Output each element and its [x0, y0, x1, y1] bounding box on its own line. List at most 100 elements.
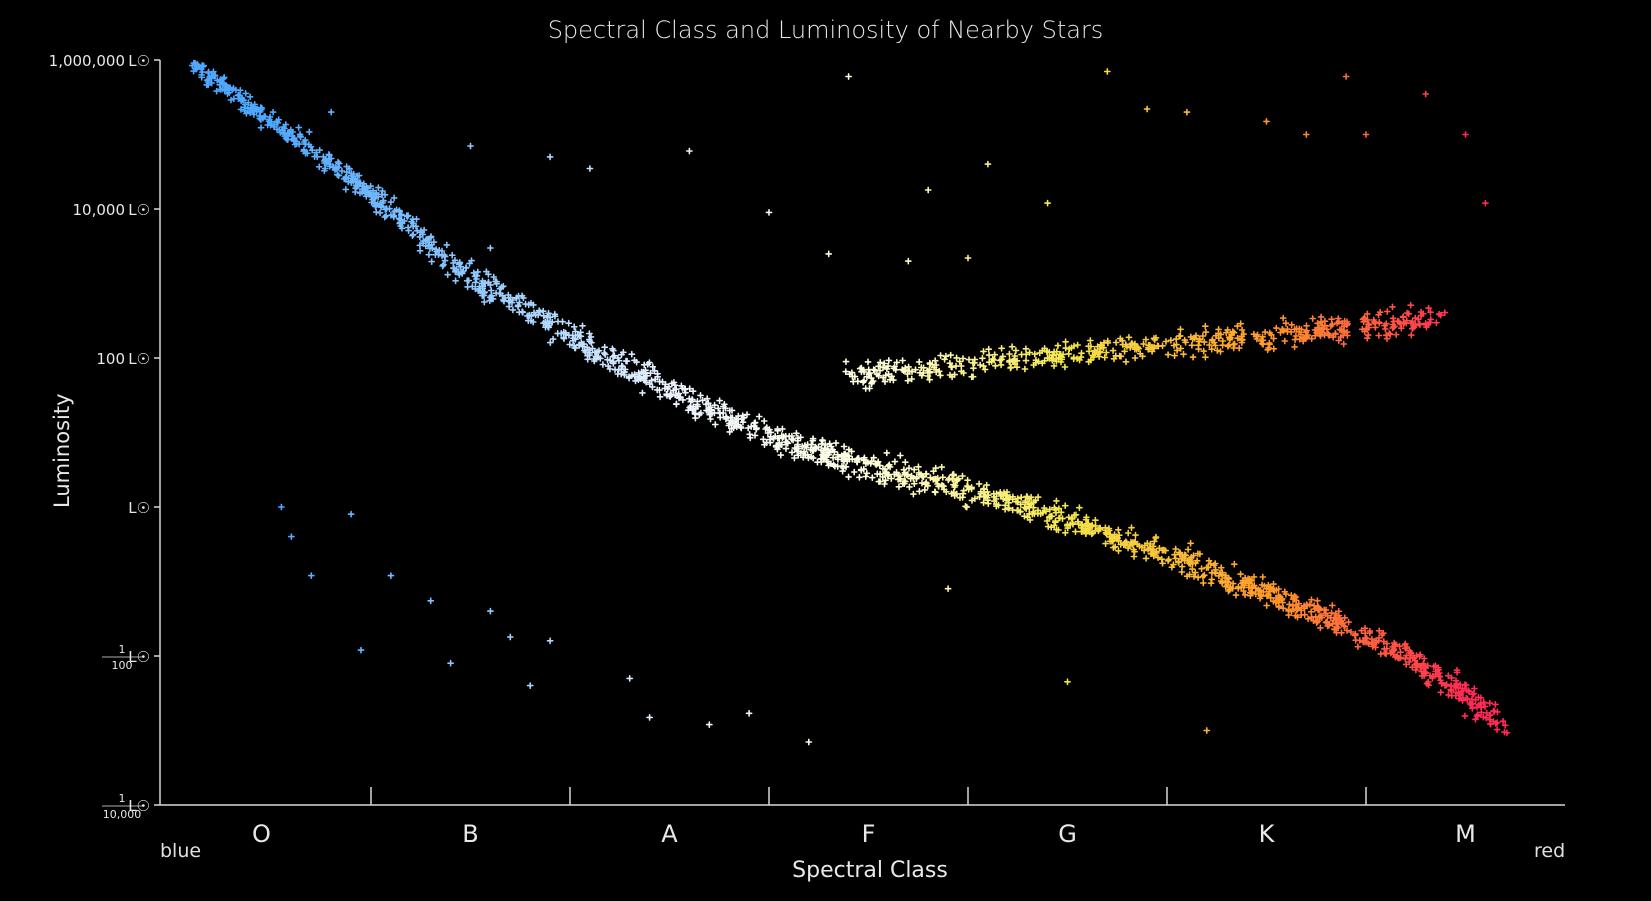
star-giant: [1291, 343, 1298, 351]
star-glyph: [1230, 560, 1238, 568]
star-glyph: [1086, 337, 1094, 344]
y-tick-value: 100: [96, 350, 125, 368]
star-glyph: [697, 391, 704, 399]
star-giant: [1131, 354, 1139, 362]
star-main-sequence: [1282, 590, 1290, 598]
star-glyph: [466, 259, 474, 267]
star-supergiant: [686, 147, 693, 155]
star-main-sequence: [863, 469, 871, 477]
star-glyph: [669, 387, 677, 395]
star-main-sequence: [269, 108, 277, 116]
star-giant: [1122, 358, 1130, 366]
star-glyph: [899, 357, 906, 364]
star-glyph: [1309, 315, 1317, 322]
star-main-sequence: [879, 473, 887, 481]
star-giant: [1364, 331, 1372, 339]
star-main-sequence: [939, 473, 947, 481]
star-glyph: [1443, 681, 1451, 688]
star-main-sequence: [1043, 517, 1051, 525]
star-main-sequence: [777, 451, 785, 459]
star-glyph: [850, 468, 858, 476]
star-glyph: [1340, 340, 1348, 348]
x-tick-label-k: K: [1259, 820, 1276, 848]
star-glyph: [1124, 529, 1132, 537]
star-glyph: [269, 108, 277, 116]
star-glyph: [444, 271, 452, 279]
star-main-sequence: [546, 339, 554, 347]
star-main-sequence: [910, 466, 918, 474]
star-giant: [1375, 332, 1383, 339]
star-glyph: [1021, 365, 1029, 373]
star-giant: [985, 351, 993, 359]
star-glyph: [539, 307, 547, 315]
star-glyph: [963, 503, 971, 511]
star-main-sequence: [1017, 500, 1025, 508]
star-glyph: [910, 480, 918, 488]
star-main-sequence: [1443, 681, 1451, 688]
star-glyph: [1034, 493, 1042, 501]
star-main-sequence: [482, 268, 490, 276]
star-main-sequence: [566, 341, 574, 348]
star-glyph: [560, 335, 568, 343]
star-main-sequence: [1021, 512, 1028, 520]
star-giant: [953, 354, 960, 362]
star-giant: [998, 344, 1005, 352]
star-giant: [1112, 339, 1120, 346]
star-giant: [1407, 331, 1415, 339]
star-giant: [1219, 341, 1226, 349]
star-glyph: [845, 473, 852, 481]
star-glyph: [1062, 344, 1070, 352]
star-supergiant: [1263, 118, 1270, 125]
star-white-dwarf: [277, 503, 285, 511]
star-glyph: [1112, 339, 1120, 346]
star-main-sequence: [1194, 574, 1202, 581]
star-glyph: [448, 251, 456, 259]
star-supergiant: [1422, 90, 1430, 98]
star-supergiant: [964, 254, 972, 262]
star-glyph: [467, 142, 474, 150]
star-glyph: [546, 637, 554, 645]
star-glyph: [1074, 341, 1081, 349]
star-main-sequence: [305, 141, 313, 149]
star-glyph: [1219, 341, 1226, 349]
star-glyph: [883, 449, 891, 457]
star-white-dwarf: [287, 533, 295, 540]
star-main-sequence: [1115, 547, 1122, 555]
x-tick-label-m: M: [1455, 820, 1476, 848]
star-glyph: [1237, 570, 1244, 578]
star-main-sequence: [1341, 614, 1349, 622]
star-giant: [1202, 353, 1209, 361]
star-giant: [1281, 337, 1289, 345]
star-glyph: [1178, 568, 1186, 576]
star-glyph: [998, 344, 1005, 352]
star-glyph: [1452, 677, 1460, 685]
star-glyph: [1263, 118, 1270, 125]
y-tick-numerator: 1: [119, 643, 126, 656]
star-glyph: [791, 454, 798, 462]
star-glyph: [240, 103, 248, 111]
star-glyph: [464, 283, 472, 291]
star-glyph: [1422, 90, 1430, 98]
star-main-sequence: [599, 361, 607, 368]
star-supergiant: [1362, 131, 1370, 138]
star-main-sequence: [883, 449, 891, 457]
star-main-sequence: [240, 103, 248, 111]
star-glyph: [1342, 73, 1350, 80]
star-main-sequence: [850, 468, 858, 476]
star-main-sequence: [1259, 573, 1267, 581]
star-giant: [937, 352, 944, 359]
star-main-sequence: [387, 198, 395, 206]
star-giant: [1180, 350, 1187, 358]
star-glyph: [1307, 608, 1315, 616]
star-main-sequence: [901, 458, 909, 466]
star-glyph: [959, 472, 966, 480]
star-glyph: [646, 359, 653, 367]
star-glyph: [953, 354, 960, 362]
star-glyph: [1172, 545, 1180, 553]
star-giant: [1382, 325, 1389, 333]
x-tick-label-f: F: [862, 820, 876, 848]
star-glyph: [1114, 526, 1122, 534]
star-glyph: [1444, 672, 1452, 680]
star-main-sequence: [609, 359, 617, 367]
